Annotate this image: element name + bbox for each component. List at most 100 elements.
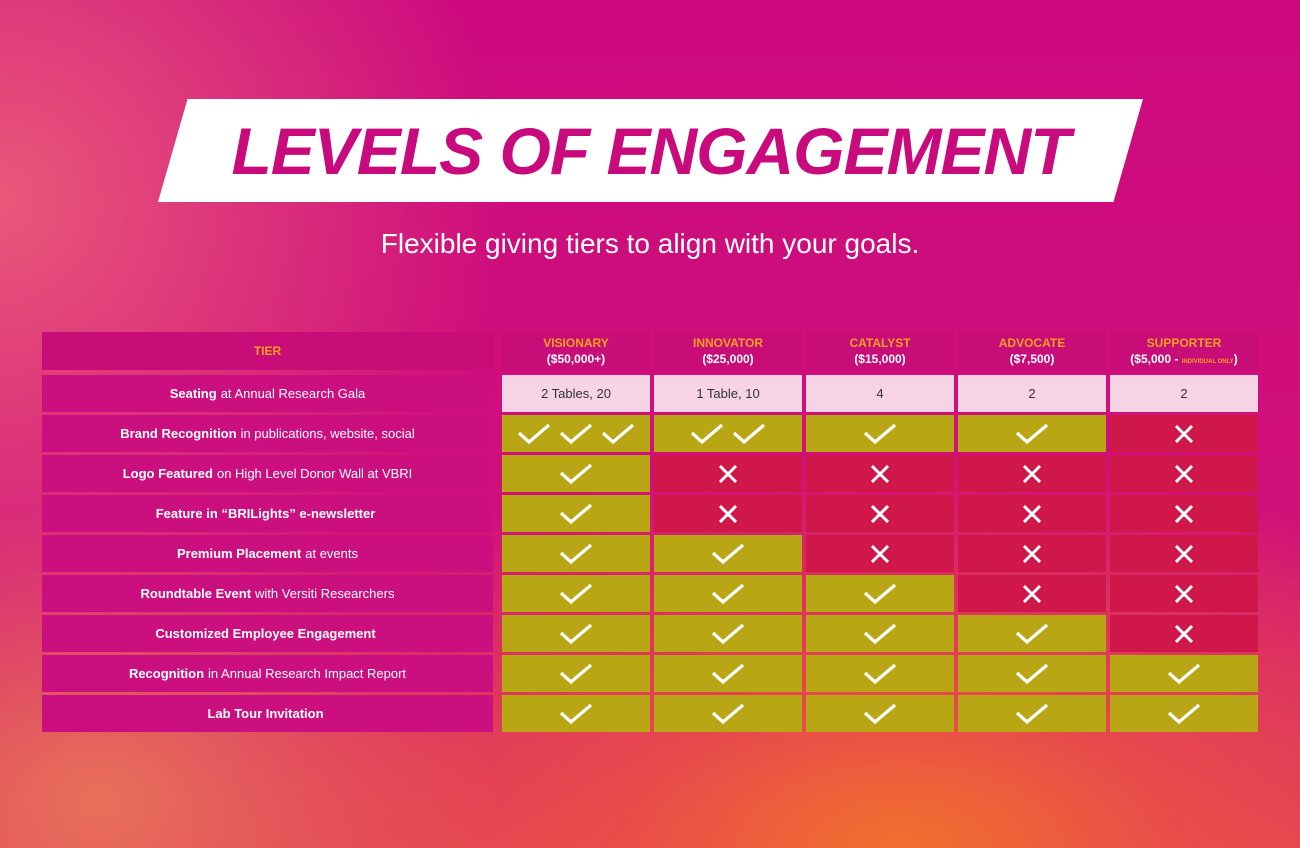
- x-icon: [1174, 624, 1194, 644]
- check-icon: [559, 703, 593, 725]
- check-icon: [863, 423, 897, 445]
- seating-value: 2 Tables, 20: [502, 375, 650, 412]
- not-included-cell: [654, 495, 802, 532]
- check-icon: [1015, 663, 1049, 685]
- subtitle: Flexible giving tiers to align with your…: [380, 228, 920, 259]
- check-icon: [559, 543, 593, 565]
- included-cell: [502, 495, 650, 532]
- check-icon: [517, 423, 551, 445]
- tier-price: ($7,500): [1009, 352, 1055, 366]
- check-icon: [1167, 663, 1201, 685]
- benefit-label: Customized Employee Engagement: [42, 615, 493, 652]
- benefit-label: Roundtable Event with Versiti Researchers: [42, 575, 493, 612]
- tier-column-header: SUPPORTER ($5,000 - INDIVIDUAL ONLY): [1110, 332, 1258, 370]
- tier-name: INNOVATOR: [692, 336, 763, 350]
- table-row: Premium Placement at events: [42, 535, 1262, 572]
- check-icon: [1015, 623, 1049, 645]
- not-included-cell: [958, 575, 1106, 612]
- x-icon: [1174, 424, 1194, 444]
- included-cell: [1110, 695, 1258, 732]
- x-icon: [1174, 584, 1194, 604]
- included-cell: [654, 415, 802, 452]
- x-icon: [1022, 504, 1042, 524]
- tier-name: ADVOCATE: [998, 336, 1066, 350]
- x-icon: [870, 504, 890, 524]
- table-row: Seating at Annual Research Gala 2 Tables, …: [42, 375, 1262, 412]
- check-icon: [559, 503, 593, 525]
- included-cell: [806, 695, 954, 732]
- check-icon: [863, 623, 897, 645]
- not-included-cell: [1110, 455, 1258, 492]
- table-row: Lab Tour Invitation: [42, 695, 1262, 732]
- not-included-cell: [1110, 495, 1258, 532]
- not-included-cell: [958, 495, 1106, 532]
- included-cell: [958, 415, 1106, 452]
- not-included-cell: [1110, 415, 1258, 452]
- check-icon: [732, 423, 766, 445]
- included-cell: [654, 575, 802, 612]
- x-icon: [1174, 504, 1194, 524]
- check-icon: [1167, 703, 1201, 725]
- table-row: Brand Recognition in publications, websit…: [42, 415, 1262, 452]
- not-included-cell: [806, 535, 954, 572]
- check-icon: [711, 583, 745, 605]
- tier-column-header: INNOVATOR ($25,000): [654, 332, 802, 370]
- tier-price: ($5,000 - INDIVIDUAL ONLY): [1130, 352, 1238, 366]
- table-row: Feature in “BRILights” e-newsletter: [42, 495, 1262, 532]
- x-icon: [1174, 544, 1194, 564]
- seating-value: 4: [806, 375, 954, 412]
- not-included-cell: [806, 495, 954, 532]
- x-icon: [870, 544, 890, 564]
- benefit-label: Recognition in Annual Research Impact Rep…: [42, 655, 493, 692]
- included-cell: [1110, 655, 1258, 692]
- check-icon: [711, 623, 745, 645]
- included-cell: [502, 695, 650, 732]
- header-row: TIER VISIONARY ($50,000+) INNOVATOR ($25,000…: [42, 332, 1262, 370]
- tier-column-header: CATALYST ($15,000): [806, 332, 954, 370]
- check-icon: [1015, 423, 1049, 445]
- tier-note: INDIVIDUAL ONLY: [1181, 359, 1234, 365]
- x-icon: [718, 504, 738, 524]
- x-icon: [718, 464, 738, 484]
- included-cell: [806, 415, 954, 452]
- included-cell: [806, 655, 954, 692]
- page-title: LEVELS OF ENGAGEMENT: [231, 113, 1070, 188]
- included-cell: [806, 615, 954, 652]
- tier-name: CATALYST: [849, 336, 911, 350]
- included-cell: [502, 575, 650, 612]
- not-included-cell: [1110, 535, 1258, 572]
- seating-value: 2: [958, 375, 1106, 412]
- tier-name: VISIONARY: [543, 336, 609, 350]
- check-icon: [711, 543, 745, 565]
- check-icon: [559, 423, 593, 445]
- not-included-cell: [806, 455, 954, 492]
- tier-header: TIER: [42, 332, 493, 370]
- included-cell: [958, 695, 1106, 732]
- check-icon: [559, 463, 593, 485]
- check-icon: [863, 583, 897, 605]
- title-banner: LEVELS OF ENGAGEMENT: [158, 99, 1143, 202]
- x-icon: [1174, 464, 1194, 484]
- included-cell: [654, 695, 802, 732]
- benefit-label: Lab Tour Invitation: [42, 695, 493, 732]
- included-cell: [654, 655, 802, 692]
- check-icon: [863, 703, 897, 725]
- included-cell: [654, 535, 802, 572]
- benefit-label: Feature in “BRILights” e-newsletter: [42, 495, 493, 532]
- x-icon: [1022, 464, 1042, 484]
- tier-price: ($15,000): [854, 352, 906, 366]
- benefit-label: Brand Recognition in publications, websit…: [42, 415, 493, 452]
- included-cell: [502, 615, 650, 652]
- included-cell: [502, 455, 650, 492]
- included-cell: [502, 415, 650, 452]
- check-icon: [863, 663, 897, 685]
- x-icon: [870, 464, 890, 484]
- table-row: Logo Featured on High Level Donor Wall at…: [42, 455, 1262, 492]
- check-icon: [559, 623, 593, 645]
- benefit-label: Logo Featured on High Level Donor Wall at…: [42, 455, 493, 492]
- table-row: Recognition in Annual Research Impact Rep…: [42, 655, 1262, 692]
- not-included-cell: [1110, 615, 1258, 652]
- seating-value: 1 Table, 10: [654, 375, 802, 412]
- table-row: Roundtable Event with Versiti Researchers: [42, 575, 1262, 612]
- tier-price: ($25,000): [702, 352, 754, 366]
